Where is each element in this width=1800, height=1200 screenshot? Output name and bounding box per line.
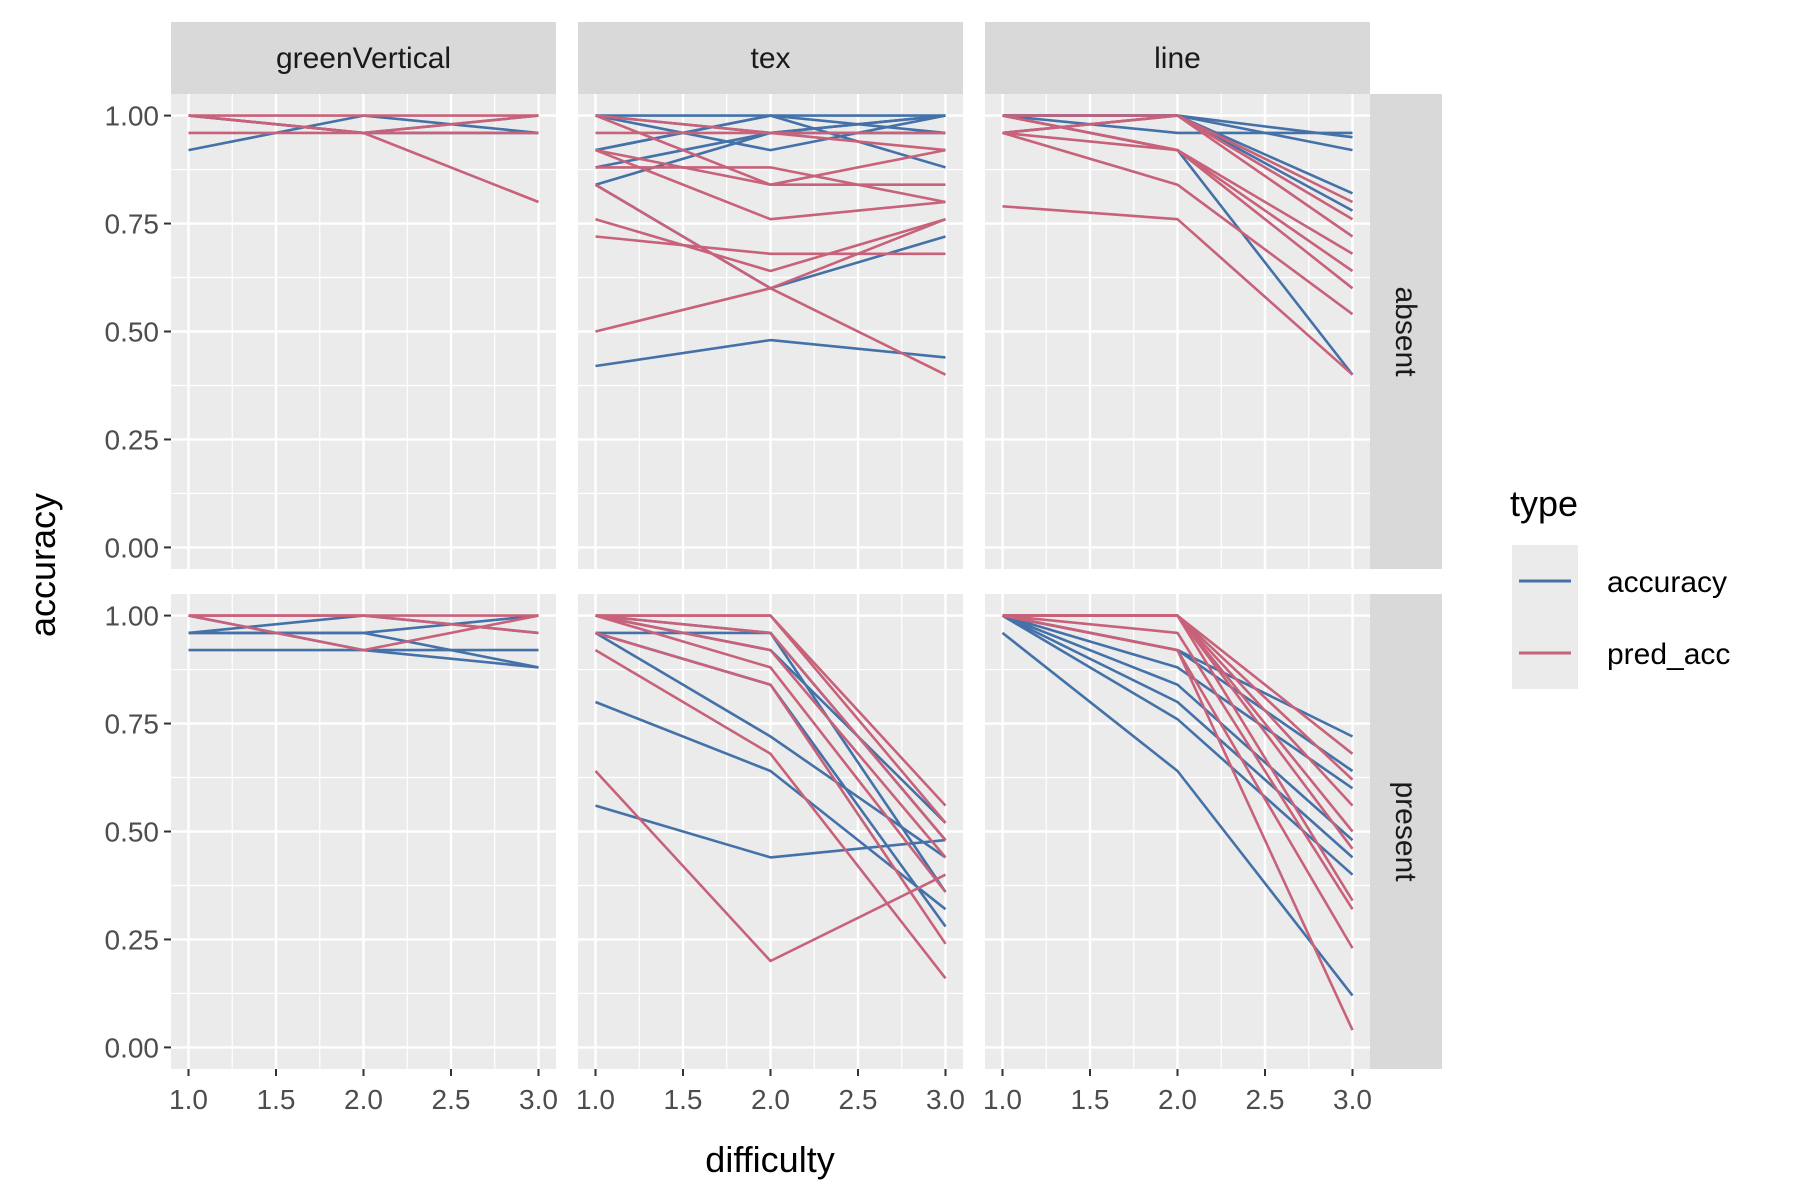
series-group-tex-absent	[594, 114, 947, 376]
column-strip-background	[171, 22, 556, 94]
row-strip-label: absent	[1389, 286, 1422, 377]
series-line-pred_acc	[595, 217, 946, 273]
series-line-pred_acc	[1002, 614, 1354, 755]
series-line-pred_acc	[594, 183, 947, 376]
legend-label-pred-acc: pred_acc	[1607, 638, 1730, 671]
row-strip-background	[1370, 594, 1442, 1069]
y-tick-label: 0.00	[105, 532, 160, 563]
legend-title: type	[1510, 483, 1578, 524]
series-line-accuracy	[1002, 114, 1353, 135]
series-line-pred_acc	[1002, 614, 1354, 910]
y-tick-label: 0.50	[105, 817, 160, 848]
x-tick-label: 2.5	[432, 1084, 471, 1115]
series-line-pred_acc	[595, 614, 947, 893]
series-line-pred_acc	[594, 648, 947, 980]
series-line-pred_acc	[1002, 114, 1354, 204]
series-line-accuracy	[188, 614, 539, 635]
x-tick-label: 3.0	[1333, 1084, 1372, 1115]
panel-line-absent	[985, 94, 1370, 569]
x-tick-label: 2.5	[839, 1084, 878, 1115]
y-tick-label: 1.00	[105, 101, 160, 132]
series-line-pred_acc	[595, 614, 947, 807]
column-strip-background	[985, 22, 1370, 94]
series-line-pred_acc	[595, 166, 946, 204]
y-tick-label: 0.00	[105, 1032, 160, 1063]
series-line-pred_acc	[1002, 614, 1354, 949]
series-line-pred_acc	[1002, 131, 1354, 316]
column-strip-label: tex	[750, 42, 790, 75]
x-axis-title: difficulty	[705, 1139, 834, 1180]
series-line-pred_acc	[188, 114, 539, 135]
y-axis-title: accuracy	[22, 493, 63, 637]
x-tick-label: 1.5	[1071, 1084, 1110, 1115]
x-tick-label: 1.0	[169, 1084, 208, 1115]
x-tick-label: 2.0	[344, 1084, 383, 1115]
x-tick-label: 3.0	[519, 1084, 558, 1115]
column-strip-background	[578, 22, 963, 94]
x-tick-label: 1.5	[664, 1084, 703, 1115]
y-tick-label: 0.75	[105, 709, 160, 740]
legend: type accuracy pred_acc	[1510, 483, 1730, 689]
series-line-accuracy	[595, 338, 946, 368]
y-tick-label: 0.25	[105, 424, 160, 455]
column-strip-label: line	[1154, 42, 1201, 75]
series-group-tex-present	[594, 614, 947, 980]
panel-greenVertical-absent	[171, 94, 556, 569]
y-tick-label: 0.75	[105, 209, 160, 240]
y-tick-label: 0.50	[105, 317, 160, 348]
series-line-pred_acc	[595, 114, 946, 186]
series-line-accuracy	[1001, 631, 1354, 997]
series-line-pred_acc	[595, 235, 946, 256]
row-strip-label: present	[1389, 781, 1422, 882]
series-group-line-present	[1001, 614, 1354, 1031]
x-tick-label: 2.0	[1158, 1084, 1197, 1115]
series-group-line-absent	[1002, 114, 1354, 376]
x-tick-label: 1.0	[576, 1084, 615, 1115]
panels-layer	[171, 94, 1370, 1069]
axes: 0.00 0.25 0.50 0.75 1.00 0.00 0.25 0.50 0.75 1.00…	[105, 101, 1372, 1115]
x-tick-label: 2.0	[751, 1084, 790, 1115]
x-tick-label: 3.0	[926, 1084, 965, 1115]
series-line-pred_acc	[595, 614, 947, 841]
series-line-accuracy	[1002, 614, 1354, 842]
y-tick-label: 1.00	[105, 601, 160, 632]
series-line-pred_acc	[595, 114, 946, 135]
panel-greenVertical-present	[171, 594, 556, 1069]
y-tick-label: 0.25	[105, 924, 160, 955]
series-line-pred_acc	[595, 614, 947, 859]
series-group-greenVertical-present	[188, 614, 539, 669]
series-line-accuracy	[1001, 614, 1354, 876]
panel-tex-absent	[578, 94, 963, 569]
series-line-accuracy	[595, 114, 946, 135]
series-line-accuracy	[1002, 614, 1354, 790]
facet-strips: greenVertical tex line absent present	[171, 22, 1442, 1069]
series-line-pred_acc	[595, 148, 946, 221]
column-strip-label: greenVertical	[276, 42, 451, 75]
series-line-accuracy	[595, 700, 947, 911]
x-tick-label: 1.5	[257, 1084, 296, 1115]
series-group-greenVertical-absent	[188, 114, 539, 204]
x-tick-label: 1.0	[983, 1084, 1022, 1115]
series-line-pred_acc	[1002, 205, 1354, 376]
series-line-pred_acc	[188, 614, 539, 635]
x-tick-label: 2.5	[1246, 1084, 1285, 1115]
series-line-pred_acc	[595, 631, 947, 945]
legend-label-accuracy: accuracy	[1607, 566, 1727, 599]
row-strip-background	[1370, 94, 1442, 569]
